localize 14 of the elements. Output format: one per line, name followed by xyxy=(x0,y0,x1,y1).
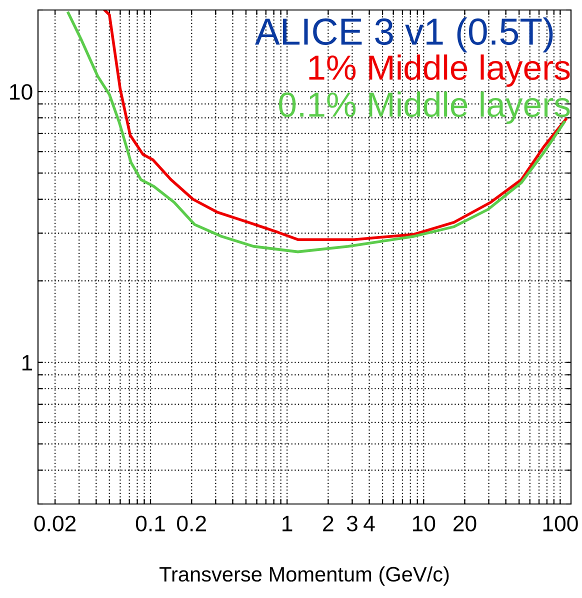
chart-title: ALICE 3 v1 (0.5T) xyxy=(254,17,553,52)
x-tick-label: 0.1 xyxy=(136,516,165,532)
x-tick-label: 2 xyxy=(323,516,334,532)
x-tick-label: 0.2 xyxy=(177,516,206,532)
x-tick-label: 4 xyxy=(364,516,375,532)
x-tick-label: 1 xyxy=(282,516,292,532)
x-axis-title: Transverse Momentum (GeV/c) xyxy=(160,566,449,586)
x-tick-label: 10 xyxy=(412,516,436,532)
x-tick-label: 100 xyxy=(543,516,578,532)
x-tick-label: 0.02 xyxy=(34,516,76,532)
series-label: 0.1% Middle layers xyxy=(279,92,570,124)
series-label: 1% Middle layers xyxy=(309,54,570,87)
x-tick-label: 3 xyxy=(346,516,358,532)
x-tick-label: 20 xyxy=(453,516,476,532)
